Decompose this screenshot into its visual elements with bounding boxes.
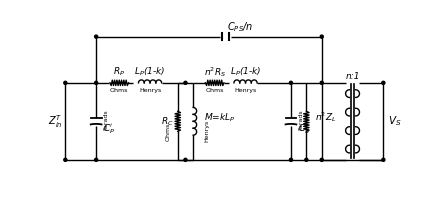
Text: n:1: n:1 [345,72,360,81]
Text: M=kL$_{P}$: M=kL$_{P}$ [204,111,235,124]
Text: n$^{2}$R$_{S}$: n$^{2}$R$_{S}$ [204,65,226,79]
Circle shape [184,158,187,161]
Circle shape [95,158,98,161]
Text: Farads: Farads [298,110,303,130]
Text: C$_{PS}$/n: C$_{PS}$/n [227,20,253,34]
Circle shape [95,35,98,38]
Circle shape [320,158,323,161]
Circle shape [290,158,293,161]
Text: V$_{S}$: V$_{S}$ [388,115,402,128]
Circle shape [305,158,308,161]
Text: L$_{P}$(1-k): L$_{P}$(1-k) [230,66,261,78]
Text: L$_{P}$(1-k): L$_{P}$(1-k) [134,66,166,78]
Circle shape [64,158,67,161]
Circle shape [290,81,293,84]
Text: R$_{P}$: R$_{P}$ [113,66,125,78]
Text: Henrys: Henrys [235,88,257,93]
Text: Z$_{in}^{T}$: Z$_{in}^{T}$ [48,113,63,130]
Circle shape [382,81,385,84]
Text: C$_{P}^{\prime}$: C$_{P}^{\prime}$ [103,122,115,136]
Circle shape [184,81,187,84]
Text: Henrys: Henrys [139,88,161,93]
Text: Ohms: Ohms [205,88,224,93]
Circle shape [95,81,98,84]
Text: Ohms: Ohms [110,88,128,93]
Circle shape [320,81,323,84]
Text: C$_{S}^{\prime}$: C$_{S}^{\prime}$ [298,122,310,136]
Text: Farads: Farads [103,110,108,130]
Text: Henrys: Henrys [204,120,209,142]
Text: R$_{C}$: R$_{C}$ [161,115,174,127]
Circle shape [64,81,67,84]
Text: Ohms: Ohms [165,122,170,140]
Circle shape [382,158,385,161]
Circle shape [320,35,323,38]
Text: n$^{2}$Z$_{L}$: n$^{2}$Z$_{L}$ [315,111,336,124]
